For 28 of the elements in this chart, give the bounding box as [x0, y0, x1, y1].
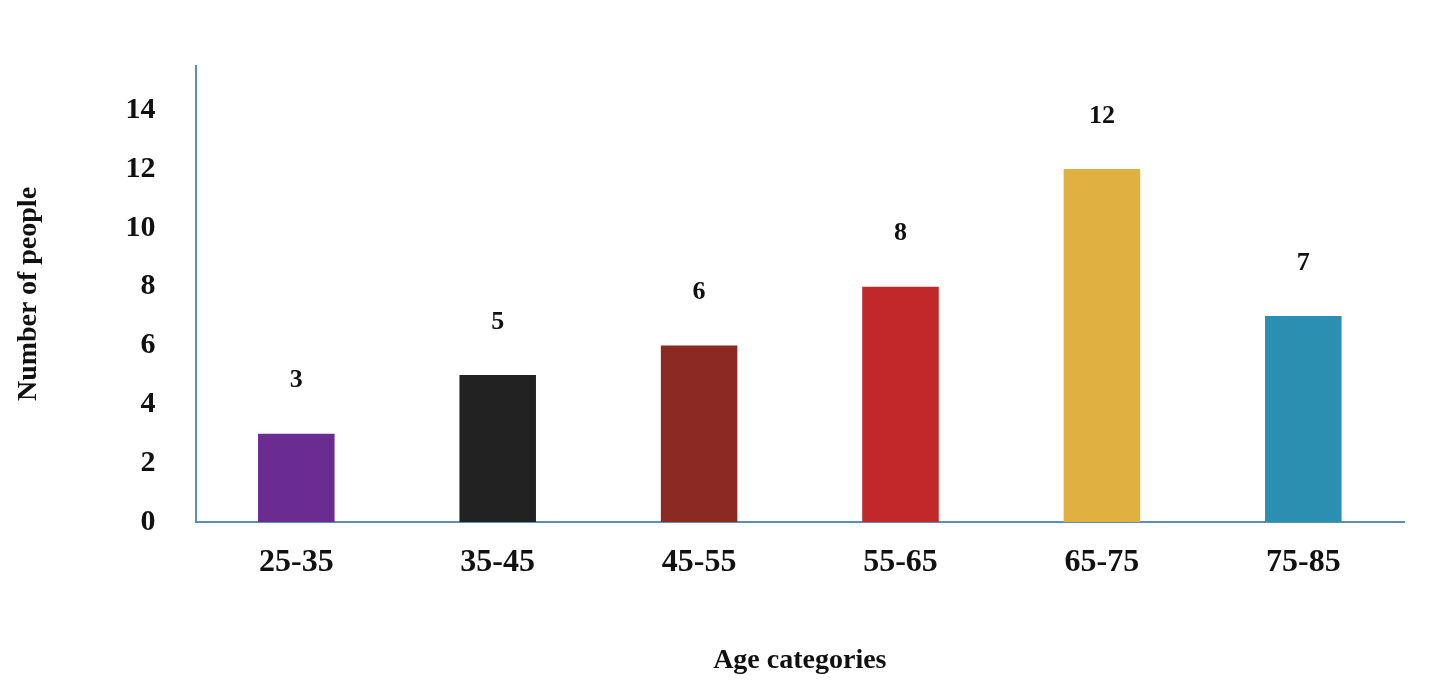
x-tick-label: 25-35	[258, 542, 334, 579]
data-label: 5	[491, 305, 505, 335]
data-label: 7	[1296, 246, 1310, 276]
bar	[1063, 168, 1141, 522]
data-label: 6	[692, 276, 706, 306]
y-tick-label: 14	[125, 90, 156, 124]
bar	[660, 345, 738, 522]
y-tick-label: 6	[140, 326, 156, 360]
x-tick-label: 55-65	[863, 542, 938, 579]
y-tick-label: 4	[140, 385, 156, 419]
bar	[459, 374, 536, 522]
x-tick-label: 75-85	[1265, 542, 1341, 579]
bar	[258, 433, 335, 522]
x-tick-label: 45-55	[661, 542, 737, 579]
x-tick-label: 65-75	[1064, 542, 1140, 579]
y-tick-label: 10	[125, 208, 156, 242]
data-label: 8	[894, 217, 907, 247]
y-tick-label: 0	[140, 502, 156, 536]
data-label: 3	[289, 364, 303, 394]
x-tick-label: 35-45	[460, 542, 536, 579]
bar	[1265, 316, 1342, 522]
y-tick-label: 8	[140, 267, 156, 301]
bar	[862, 286, 939, 522]
x-axis-title: Age categories	[713, 643, 887, 675]
y-axis-title: Number of people	[11, 186, 43, 402]
y-tick-label: 2	[140, 443, 156, 477]
data-label: 12	[1088, 99, 1115, 129]
y-tick-label: 12	[125, 149, 156, 183]
